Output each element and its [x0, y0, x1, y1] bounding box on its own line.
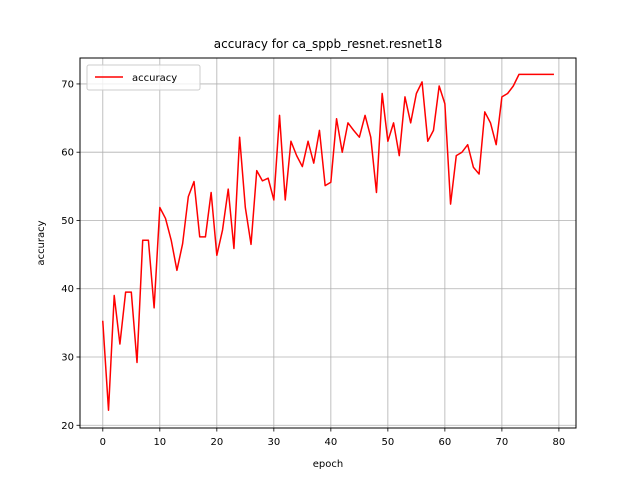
x-tick-label: 80 — [553, 437, 566, 448]
y-tick-label: 20 — [61, 421, 74, 432]
y-tick-label: 30 — [61, 353, 74, 364]
accuracy-series-line — [102, 73, 554, 411]
x-tick-label: 40 — [324, 437, 337, 448]
chart-title: accuracy for ca_sppb_resnet.resnet18 — [214, 37, 442, 51]
axis-ticks: 0 10 20 30 40 50 60 70 80 20 30 40 50 60 70 — [61, 79, 565, 448]
y-tick-label: 70 — [61, 79, 74, 90]
y-tick-label: 60 — [61, 148, 74, 159]
series-layer — [102, 73, 554, 411]
x-tick-label: 50 — [381, 437, 394, 448]
x-tick-label: 70 — [496, 437, 509, 448]
x-tick-label: 0 — [100, 437, 106, 448]
plot-frame — [79, 57, 577, 429]
legend-box — [86, 64, 201, 91]
legend: accuracy — [86, 64, 201, 91]
x-tick-label: 10 — [153, 437, 166, 448]
x-tick-label: 60 — [439, 437, 452, 448]
legend-label: accuracy — [132, 73, 177, 84]
y-tick-label: 40 — [61, 284, 74, 295]
x-axis-label: epoch — [313, 459, 343, 470]
x-tick-label: 30 — [267, 437, 280, 448]
grid-lines — [80, 58, 576, 428]
x-tick-label: 20 — [210, 437, 223, 448]
y-tick-label: 50 — [61, 216, 74, 227]
y-axis-label: accuracy — [36, 220, 47, 265]
